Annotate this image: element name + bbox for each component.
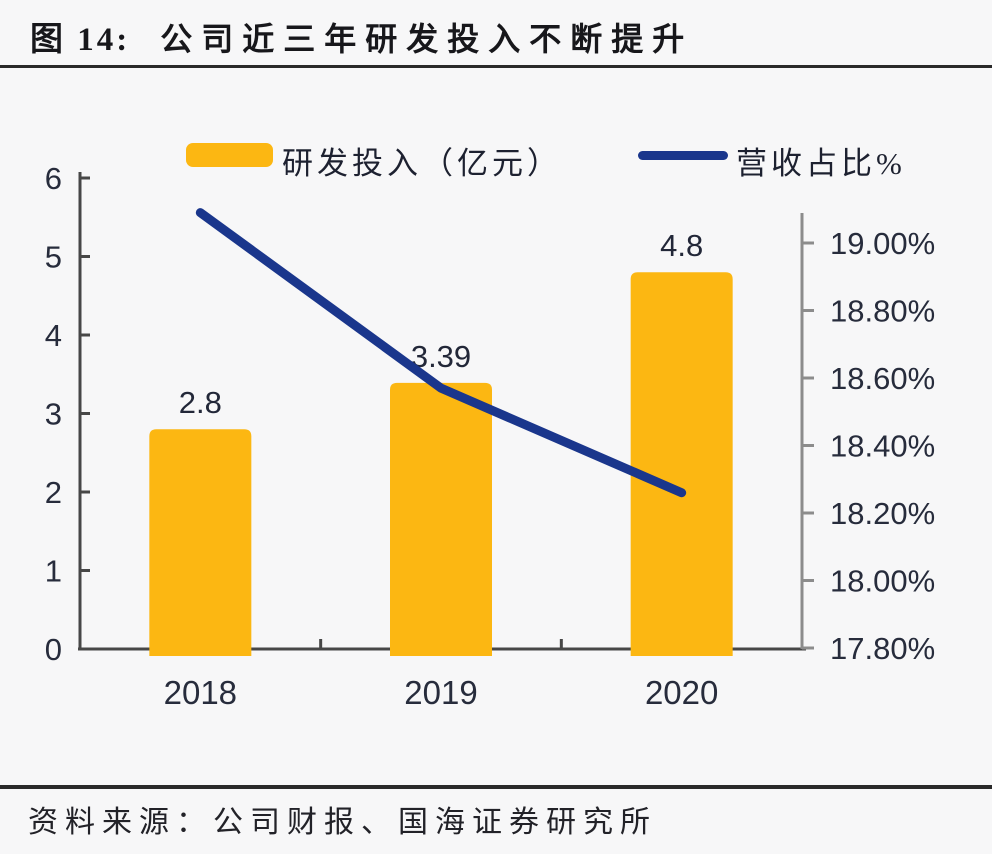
left-axis-tick-label: 2 bbox=[45, 475, 62, 510]
x-axis-category-label: 2018 bbox=[164, 674, 237, 711]
legend-bar-label: 研发投入（亿元） bbox=[282, 146, 562, 181]
right-axis-tick-label: 18.20% bbox=[830, 496, 935, 531]
figure-label: 图 14: bbox=[30, 22, 131, 58]
line-series-swatch-icon bbox=[638, 151, 728, 160]
line-series bbox=[195, 208, 687, 498]
footer-divider bbox=[0, 785, 992, 789]
source-note: 资料来源：公司财报、国海证券研究所 bbox=[28, 806, 657, 839]
x-axis-category-label: 2019 bbox=[404, 674, 477, 711]
figure-title: 公司近三年研发投入不断提升 bbox=[160, 21, 694, 57]
bar-2020 bbox=[630, 272, 733, 656]
right-axis-tick-label: 18.40% bbox=[830, 429, 935, 464]
bar-value-label: 2.8 bbox=[179, 385, 222, 420]
figure-header: 图 14: 公司近三年研发投入不断提升 bbox=[30, 12, 693, 60]
left-axis-tick-label: 5 bbox=[45, 240, 62, 275]
bar-2018 bbox=[149, 429, 252, 656]
x-axis-category-label: 2020 bbox=[645, 674, 718, 711]
right-axis-tick-label: 19.00% bbox=[830, 226, 935, 261]
bar-2019 bbox=[390, 382, 492, 656]
bar-series-swatch-icon bbox=[186, 143, 273, 167]
left-axis-tick-label: 6 bbox=[45, 161, 62, 196]
right-axis-tick-label: 18.80% bbox=[830, 294, 935, 329]
left-axis-tick-label: 0 bbox=[45, 632, 62, 667]
header-divider bbox=[0, 65, 992, 68]
left-axis-tick-label: 4 bbox=[45, 318, 62, 353]
left-axis-tick-label: 1 bbox=[45, 554, 62, 589]
bar-value-label: 4.8 bbox=[660, 228, 703, 263]
right-axis-tick-label: 17.80% bbox=[830, 631, 935, 666]
right-axis-tick-label: 18.00% bbox=[830, 564, 935, 599]
legend-line-label: 营收占比% bbox=[736, 146, 906, 181]
left-axis-tick-label: 3 bbox=[45, 397, 62, 432]
right-axis-tick-label: 18.60% bbox=[830, 361, 935, 396]
